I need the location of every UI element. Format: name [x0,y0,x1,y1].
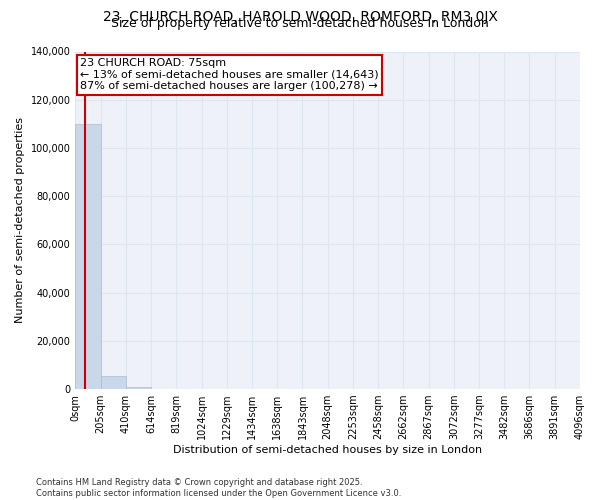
X-axis label: Distribution of semi-detached houses by size in London: Distribution of semi-detached houses by … [173,445,482,455]
Text: Contains HM Land Registry data © Crown copyright and database right 2025.
Contai: Contains HM Land Registry data © Crown c… [36,478,401,498]
Text: 23, CHURCH ROAD, HAROLD WOOD, ROMFORD, RM3 0JX: 23, CHURCH ROAD, HAROLD WOOD, ROMFORD, R… [103,10,497,24]
Text: Size of property relative to semi-detached houses in London: Size of property relative to semi-detach… [111,18,489,30]
Text: 23 CHURCH ROAD: 75sqm
← 13% of semi-detached houses are smaller (14,643)
87% of : 23 CHURCH ROAD: 75sqm ← 13% of semi-deta… [80,58,379,92]
Bar [126,388,151,389]
Bar [76,124,101,389]
Bar [101,376,126,389]
Y-axis label: Number of semi-detached properties: Number of semi-detached properties [15,117,25,323]
